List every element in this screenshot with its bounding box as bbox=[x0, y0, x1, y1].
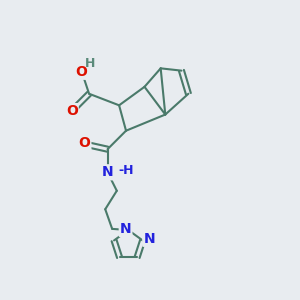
Text: H: H bbox=[85, 57, 95, 70]
Text: N: N bbox=[102, 165, 113, 179]
Text: O: O bbox=[66, 104, 78, 118]
Text: O: O bbox=[75, 65, 87, 79]
Text: N: N bbox=[120, 222, 131, 236]
Text: -H: -H bbox=[118, 164, 134, 177]
Text: O: O bbox=[79, 136, 90, 150]
Text: N: N bbox=[143, 232, 155, 246]
